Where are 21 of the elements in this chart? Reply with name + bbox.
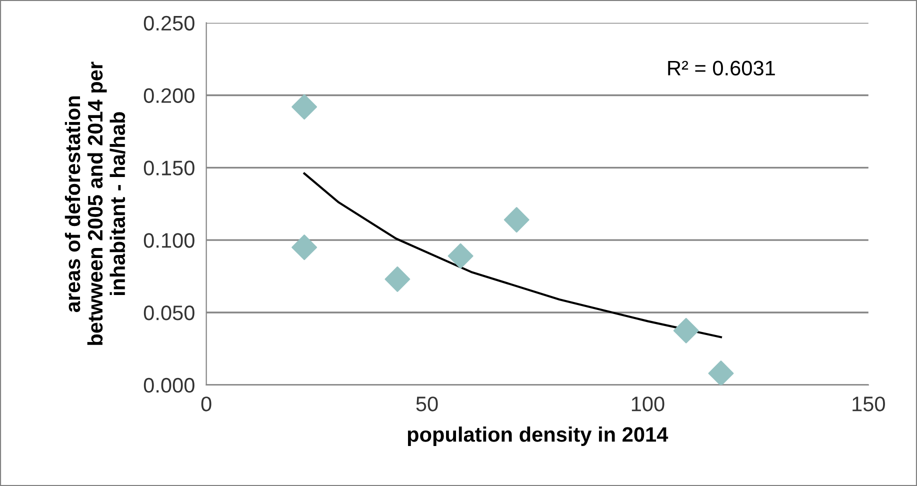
line-series (303, 172, 722, 338)
y-tick-label: 0.250 (144, 16, 194, 31)
x-tick-label: 100 (632, 396, 664, 412)
y-tick-label: 0.100 (144, 233, 194, 248)
y-tick-label: 0.150 (144, 160, 194, 176)
point (673, 318, 699, 344)
x-tick-label: 0 (201, 396, 212, 412)
point (292, 234, 318, 260)
annotation: R² = 0.6031 (668, 60, 775, 76)
point (504, 207, 530, 233)
y-tick-label: 0.050 (144, 306, 194, 320)
y-tick-label: 0.200 (144, 88, 194, 104)
point (384, 266, 410, 292)
x-tick-label: 150 (852, 396, 885, 412)
point (448, 243, 474, 269)
y-axis-title: areas of deforestation betwween 2005 and 2014 per inhabitant - ha/hab (64, 62, 126, 345)
x-tick-label: 50 (416, 396, 438, 412)
point (708, 360, 734, 385)
x-axis-title: population density in 2014 (408, 426, 668, 446)
point (292, 94, 318, 120)
y-tick-label: 0.000 (144, 378, 194, 393)
